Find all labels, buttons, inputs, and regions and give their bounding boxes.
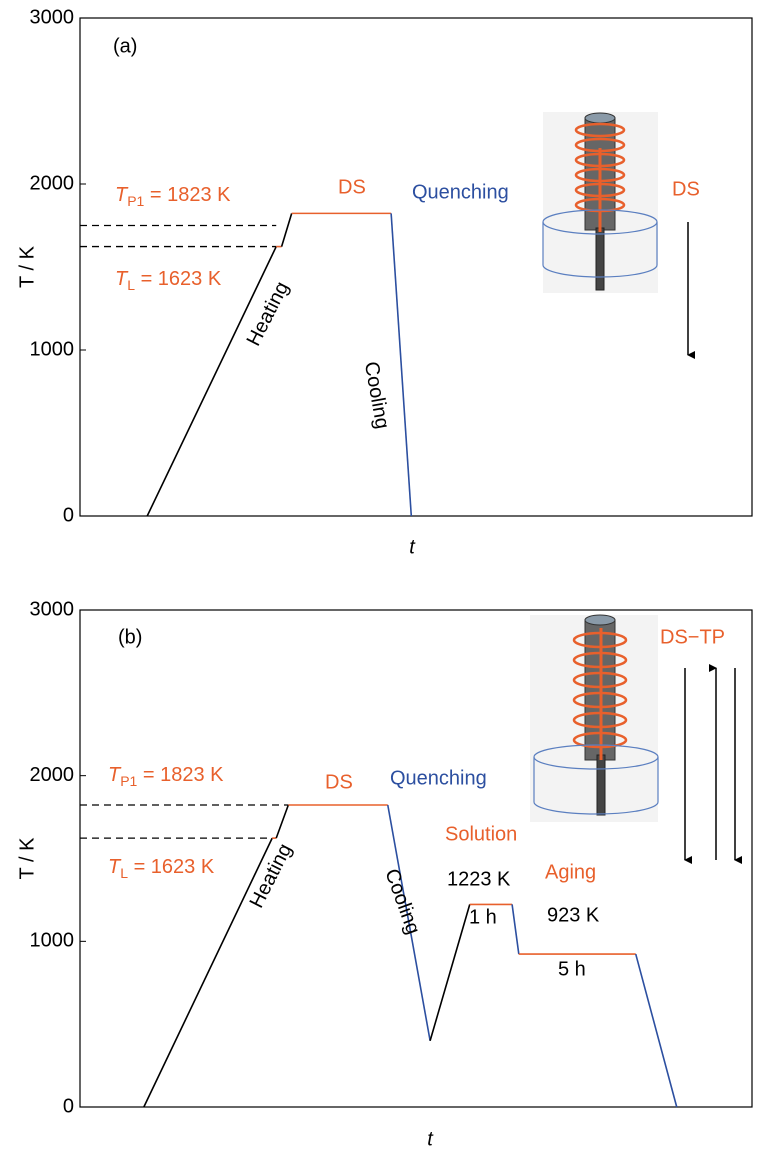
annotation-subscript: L [127, 277, 135, 293]
annotation: DS [672, 178, 700, 200]
y-axis-label: T / K [16, 245, 38, 288]
profile-segment [275, 804, 290, 839]
annotation: Solution [445, 823, 517, 845]
annotation-subscript: L [120, 865, 128, 881]
annotation-subscript: P1 [120, 773, 137, 789]
annotation-symbol: T [108, 764, 122, 786]
x-axis-label: t [409, 536, 416, 558]
annotation: Heating [246, 840, 297, 911]
y-axis-label: T / K [16, 837, 38, 880]
profile-segment [146, 246, 277, 517]
annotation: 923 K [547, 904, 600, 926]
annotation: Cooling [380, 866, 424, 937]
annotation: TP1 = 1823 K [108, 764, 224, 788]
profile-segment [634, 953, 678, 1108]
inset-apparatus-b [530, 614, 742, 864]
plot-frame [79, 609, 753, 1108]
y-tick-label: 1000 [30, 930, 75, 952]
annotation: DS [325, 771, 353, 793]
y-tick-label: 3000 [30, 6, 75, 28]
annotation-symbol: T [115, 184, 129, 206]
annotation: Heating [243, 278, 294, 349]
annotation: 5 h [558, 958, 586, 980]
annotation-text: = 1623 K [128, 856, 215, 878]
y-tick-label: 3000 [30, 598, 75, 620]
profile-segment [511, 904, 520, 955]
profile-segment [143, 837, 273, 1108]
plot-frame [79, 17, 753, 517]
profile-segment [390, 213, 413, 517]
annotation: 1 h [469, 906, 497, 928]
annotation: Cooling [360, 360, 393, 431]
y-tick-label: 2000 [30, 764, 75, 786]
profile-segment [429, 904, 471, 1041]
profile-segment [386, 804, 431, 1041]
inset-apparatus-a [542, 112, 695, 359]
annotation: Aging [545, 861, 596, 883]
annotation: TL = 1623 K [108, 856, 215, 880]
y-tick-label: 0 [63, 504, 74, 526]
annotation-symbol: T [115, 268, 129, 290]
x-axis-label: t [427, 1128, 434, 1150]
annotation-text: = 1823 K [144, 184, 231, 206]
annotation: Quenching [390, 767, 487, 789]
y-tick-label: 2000 [30, 172, 75, 194]
panel-label: (a) [113, 35, 137, 57]
annotation: TL = 1623 K [115, 268, 222, 292]
y-tick-label: 0 [63, 1095, 74, 1117]
profile-segment [280, 213, 293, 247]
annotation-text: = 1823 K [137, 764, 224, 786]
annotation: Quenching [412, 181, 509, 203]
annotation: 1223 K [447, 868, 511, 890]
annotation-symbol: T [108, 856, 122, 878]
annotation: DS [338, 176, 366, 198]
annotation: TP1 = 1823 K [115, 184, 231, 208]
annotation: DS−TP [660, 626, 725, 648]
panel-label: (b) [118, 626, 142, 648]
annotation-subscript: P1 [127, 193, 144, 209]
y-tick-label: 1000 [30, 338, 75, 360]
annotation-text: = 1623 K [135, 268, 222, 290]
